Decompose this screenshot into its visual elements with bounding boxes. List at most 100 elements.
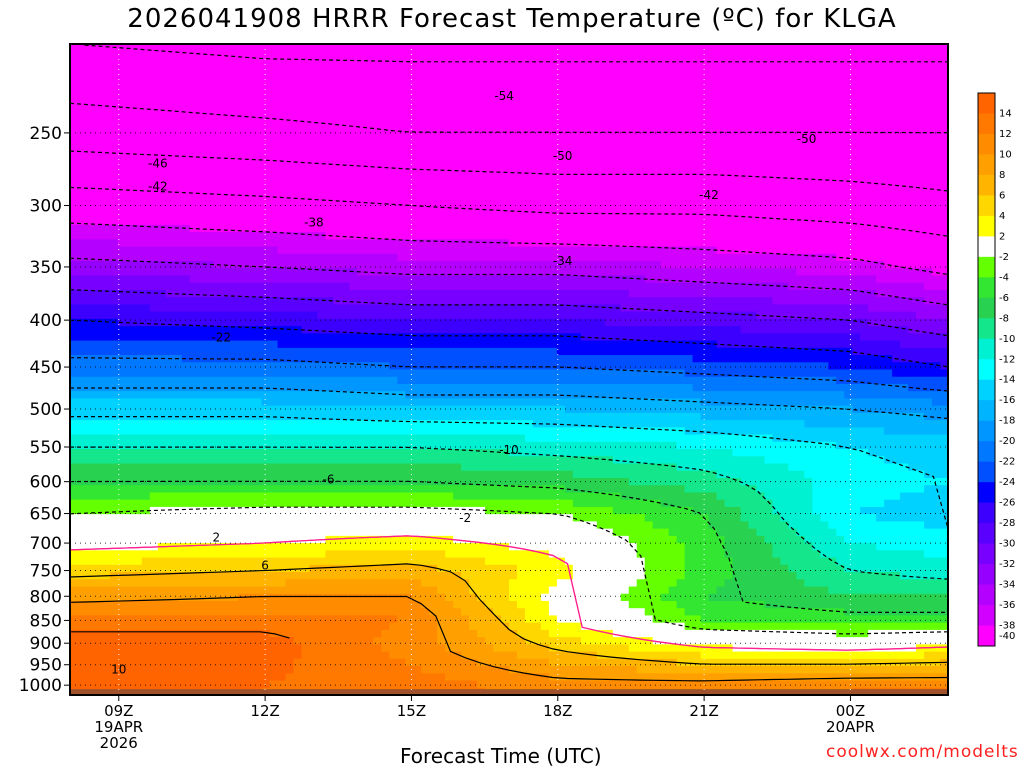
field-cell [908, 224, 917, 233]
field-cell [477, 159, 486, 168]
field-cell [85, 159, 95, 168]
field-cell [716, 239, 726, 248]
field-cell [181, 138, 191, 146]
field-cell [437, 268, 446, 277]
field-cell [301, 145, 311, 154]
field-cell [716, 311, 726, 320]
field-cell [932, 362, 941, 371]
field-cell [245, 297, 255, 305]
field-cell [349, 188, 358, 197]
field-cell [676, 152, 686, 161]
field-cell [844, 159, 853, 168]
field-cell [516, 311, 526, 320]
field-cell [269, 188, 279, 197]
field-cell [580, 246, 590, 255]
field-cell [277, 210, 287, 219]
field-cell [149, 188, 159, 197]
field-cell [684, 347, 694, 356]
field-cell [708, 355, 718, 363]
field-cell [197, 51, 207, 60]
field-cell [628, 44, 638, 52]
field-cell [732, 282, 742, 291]
field-cell [796, 109, 805, 117]
field-cell [197, 123, 207, 132]
field-cell [125, 65, 135, 74]
field-cell [349, 217, 358, 226]
field-cell [445, 347, 454, 356]
field-cell [333, 355, 342, 363]
field-cell [333, 261, 342, 269]
field-cell [469, 253, 478, 262]
field-cell [524, 181, 534, 190]
field-cell [804, 101, 813, 110]
field-cell [732, 130, 742, 139]
field-cell [285, 65, 295, 74]
field-cell [205, 347, 215, 356]
field-cell [245, 44, 255, 52]
field-cell [708, 224, 718, 233]
field-cell [908, 130, 917, 139]
field-cell [357, 65, 366, 74]
field-cell [772, 275, 781, 284]
field-cell [333, 159, 342, 168]
field-cell [700, 145, 710, 154]
field-cell [756, 268, 766, 277]
field-cell [205, 130, 215, 139]
field-cell [397, 152, 406, 161]
field-cell [157, 311, 167, 320]
field-cell [564, 297, 574, 305]
field-cell [381, 239, 390, 248]
field-cell [604, 289, 614, 298]
field-cell [469, 282, 478, 291]
field-cell [916, 282, 925, 291]
field-cell [413, 145, 422, 154]
field-cell [485, 311, 494, 320]
field-cell [580, 232, 590, 240]
field-cell [924, 246, 933, 255]
field-cell [636, 195, 646, 204]
field-cell [405, 65, 414, 74]
field-cell [732, 297, 742, 305]
field-cell [277, 101, 287, 110]
field-cell [221, 275, 231, 284]
field-cell [165, 166, 175, 175]
field-cell [900, 159, 909, 168]
field-cell [908, 72, 917, 81]
field-cell [101, 224, 111, 233]
field-cell [756, 138, 766, 146]
field-cell [221, 58, 231, 67]
field-cell [277, 145, 287, 154]
field-cell [788, 326, 797, 334]
field-cell [157, 181, 167, 190]
field-cell [493, 195, 502, 204]
field-cell [453, 326, 462, 334]
field-cell [285, 101, 295, 110]
field-cell [692, 261, 702, 269]
field-cell [277, 289, 287, 298]
field-cell [93, 282, 103, 291]
field-cell [445, 355, 454, 363]
field-cell [437, 44, 446, 52]
field-cell [556, 326, 566, 334]
field-cell [740, 72, 750, 81]
field-cell [724, 145, 734, 154]
field-cell [940, 87, 948, 96]
field-cell [357, 123, 366, 132]
field-cell [772, 224, 781, 233]
field-cell [596, 224, 606, 233]
field-cell [764, 304, 773, 313]
field-cell [77, 188, 87, 197]
field-cell [788, 109, 797, 117]
field-cell [876, 282, 885, 291]
field-cell [205, 116, 215, 125]
field-cell [580, 80, 590, 88]
field-cell [93, 51, 103, 60]
field-cell [772, 304, 781, 313]
field-cell [708, 347, 718, 356]
field-cell [572, 87, 582, 96]
field-cell [285, 109, 295, 117]
field-cell [77, 224, 87, 233]
field-cell [381, 210, 390, 219]
field-cell [245, 116, 255, 125]
field-cell [389, 239, 398, 248]
